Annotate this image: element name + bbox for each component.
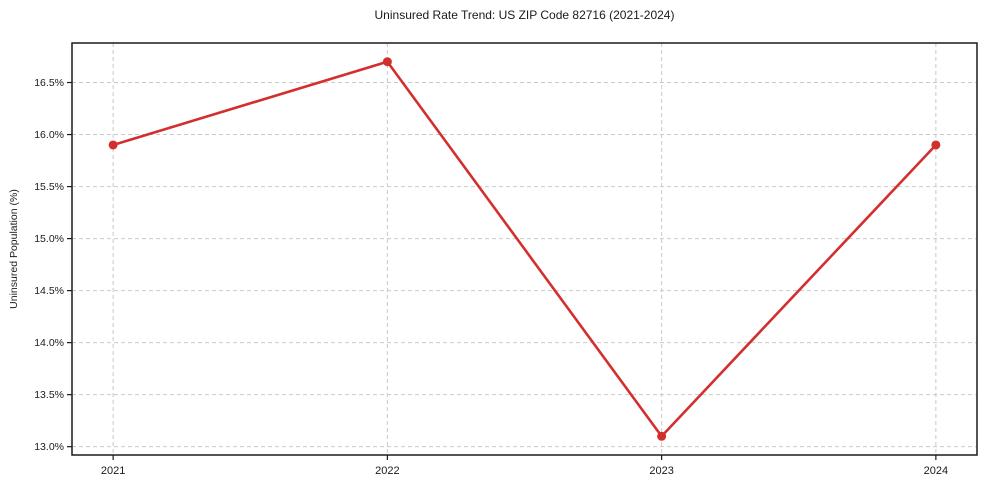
data-point-2022: [382, 57, 392, 67]
y-tick-label: 16.5%: [34, 77, 64, 89]
data-point-2023: [657, 431, 667, 441]
trend-line: [111, 60, 938, 438]
y-tick-label: 15.5%: [34, 181, 64, 193]
y-tick-label: 14.5%: [34, 285, 64, 297]
x-tick-label: 2023: [649, 465, 673, 477]
y-tick-label: 15.0%: [34, 233, 64, 245]
data-point-2021: [108, 140, 118, 150]
y-tick-label: 13.0%: [34, 441, 64, 453]
data-point-2024: [931, 140, 941, 150]
plot-border: [71, 42, 978, 456]
y-tick-label: 16.0%: [34, 129, 64, 141]
x-tick-label: 2022: [375, 465, 399, 477]
y-tick-label: 13.5%: [34, 389, 64, 401]
x-tick-label: 2021: [101, 465, 125, 477]
x-tick-label: 2024: [924, 465, 948, 477]
y-tick-label: 14.0%: [34, 337, 64, 349]
chart-title: Uninsured Rate Trend: US ZIP Code 82716 …: [374, 8, 675, 22]
